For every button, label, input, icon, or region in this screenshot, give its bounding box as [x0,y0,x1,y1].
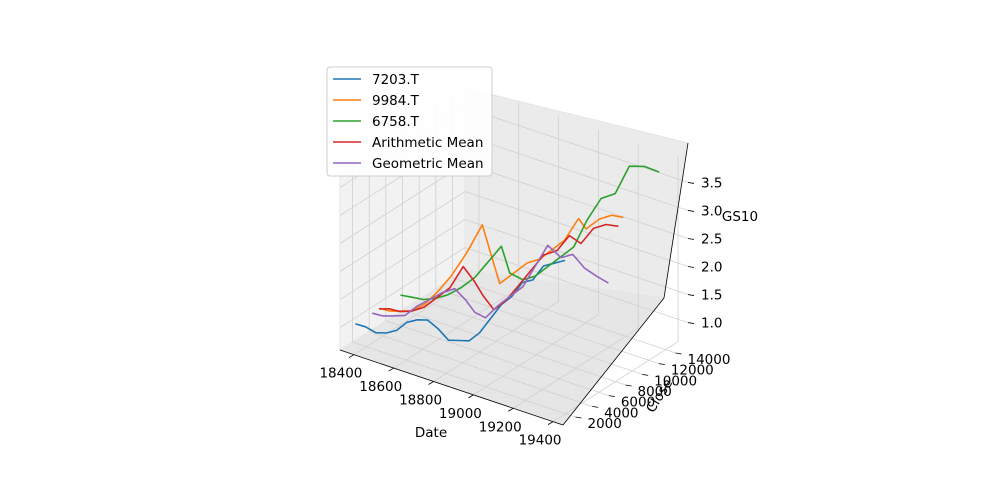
x-tick-label: 18400 [319,366,362,382]
legend-frame [326,66,493,177]
x-axis-title: Date [415,425,447,441]
legend-label-5: Geometric Mean [372,156,484,172]
y-tick-mark [642,373,649,376]
x-grid-line [552,156,679,422]
z-tick-mark [687,238,695,240]
x-axis-line [339,349,564,426]
legend-label-4: Arithmetic Mean [372,135,483,151]
z-axis-title: GS10 [722,209,758,225]
z-tick-label: 3.5 [701,175,722,191]
legend: 7203.T 9984.T 6758.T Arithmetic Mean Geometr… [326,66,493,177]
y-axis-line [562,297,665,426]
series-lines [355,165,660,342]
z-tick-mark [687,182,695,184]
z-axis-line [663,142,689,299]
y-tick-label: 8000 [638,384,672,400]
z-tick-mark [687,210,695,212]
z-tick-mark [687,294,695,296]
y-tick-mark [608,395,615,398]
z-grid-line [339,191,689,272]
y-tick-mark [658,363,665,366]
y-tick-mark [575,416,582,419]
x-tick-label: 18800 [399,392,442,408]
y-tick-mark [675,352,682,355]
x-tick-mark [388,367,394,372]
y-tick-mark [625,384,632,387]
y-tick-label: 14000 [688,352,731,368]
legend-label-3: 6758.T [372,114,420,130]
x-grid-line [513,143,639,409]
x-tick-label: 19400 [519,433,562,449]
axis-lines [339,142,689,426]
y-grid-line [402,125,626,386]
z-tick-mark [687,266,695,268]
y-tick-label: 4000 [604,405,638,421]
y-tick-mark [592,405,599,408]
x-tick-mark [428,381,434,385]
x-tick-mark [468,394,474,399]
x-tick-mark [348,354,355,359]
z-tick-mark [687,322,695,324]
y-grid-line [385,135,609,397]
z-grid-line [339,247,689,328]
series-line-5 [371,244,609,319]
x-tick-label: 18600 [359,379,402,395]
x-tick-label: 19000 [439,406,482,422]
y-tick-label: 12000 [671,363,714,379]
z-tick-label: 2.0 [701,260,722,276]
x-tick-label: 19200 [479,419,522,435]
z-tick-label: 1.0 [701,316,722,332]
y-grid-line [368,146,593,407]
legend-items: 7203.T 9984.T 6758.T Arithmetic Mean Geometr… [333,72,484,172]
legend-label-2: 9984.T [372,93,420,109]
x-tick-mark [547,421,554,425]
y-tick-label: 10000 [654,373,697,389]
z-tick-label: 3.0 [701,203,722,219]
z-grid-line [339,219,689,300]
series-line-1 [355,259,566,342]
y-tick-label: 2000 [588,416,622,432]
x-tick-mark [508,407,514,412]
x-grid-line [433,116,559,382]
x-grid-line [473,129,599,396]
y-tick-label: 6000 [621,395,655,411]
z-tick-label: 1.5 [701,288,722,304]
legend-label-1: 7203.T [372,72,420,88]
z-tick-label: 2.5 [701,231,722,247]
y-grid-line [352,157,576,418]
